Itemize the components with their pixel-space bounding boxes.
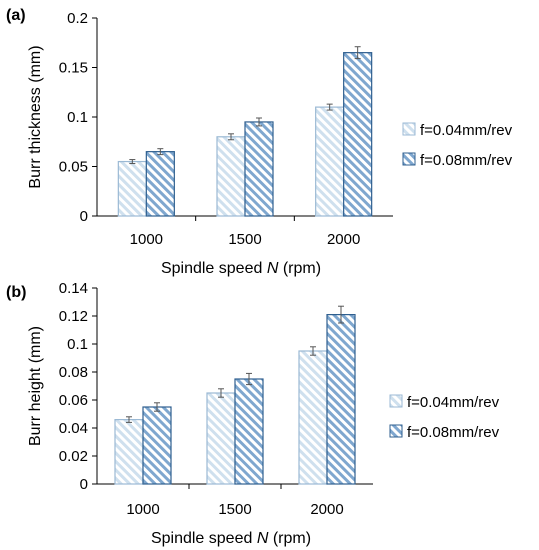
x-tick-label: 1000 (130, 231, 163, 248)
legend-label: f=0.04mm/rev (420, 122, 513, 139)
legend-swatch (402, 122, 416, 136)
y-tick-label: 0.12 (59, 308, 88, 325)
x-axis-title: Spindle speed N (rpm) (161, 260, 321, 277)
y-tick-label: 0.2 (67, 10, 88, 27)
y-tick-label: 0.04 (59, 420, 88, 437)
bar (315, 106, 345, 217)
bar (244, 121, 274, 217)
y-tick-label: 0.15 (59, 60, 88, 77)
bar (234, 378, 264, 485)
y-axis-title: Burr height (mm) (27, 326, 44, 446)
x-tick-label: 2000 (310, 501, 343, 518)
y-tick-label: 0.14 (59, 280, 88, 297)
legend-swatch (389, 394, 403, 408)
y-tick-label: 0.05 (59, 159, 88, 176)
y-tick-label: 0 (80, 476, 88, 493)
y-tick-label: 0.1 (67, 109, 88, 126)
panel-label: (b) (6, 284, 26, 301)
y-tick-label: 0.06 (59, 392, 88, 409)
x-tick-label: 1500 (218, 501, 251, 518)
legend-swatch (402, 152, 416, 166)
chart-panel-1: (a) 0 0.05 0.1 0.15 0.2 Burr thickness (mm) 100… (6, 7, 513, 277)
bar (142, 406, 172, 485)
panel-label: (a) (6, 7, 26, 24)
bar (145, 151, 175, 217)
x-tick-label: 2000 (327, 231, 360, 248)
bar (298, 350, 328, 485)
x-tick-label: 1500 (228, 231, 261, 248)
bar (114, 419, 144, 485)
y-tick-label: 0.1 (67, 336, 88, 353)
x-tick-label: 1000 (126, 501, 159, 518)
bar (206, 392, 236, 485)
bar (117, 160, 147, 217)
legend-label: f=0.04mm/rev (407, 394, 500, 411)
bar (216, 136, 246, 217)
y-tick-label: 0.02 (59, 448, 88, 465)
bar (326, 314, 356, 485)
bar (343, 52, 373, 217)
y-tick-label: 0 (80, 208, 88, 225)
legend-label: f=0.08mm/rev (407, 424, 500, 441)
x-axis-title: Spindle speed N (rpm) (151, 530, 311, 547)
y-tick-label: 0.08 (59, 364, 88, 381)
chart-panel-2: (b) 0 0.02 0.04 0.06 0.08 0.1 0.12 0.14 Burr heig… (6, 280, 500, 547)
legend-label: f=0.08mm/rev (420, 152, 513, 169)
y-axis-title: Burr thickness (mm) (27, 45, 44, 188)
legend-swatch (389, 424, 403, 438)
